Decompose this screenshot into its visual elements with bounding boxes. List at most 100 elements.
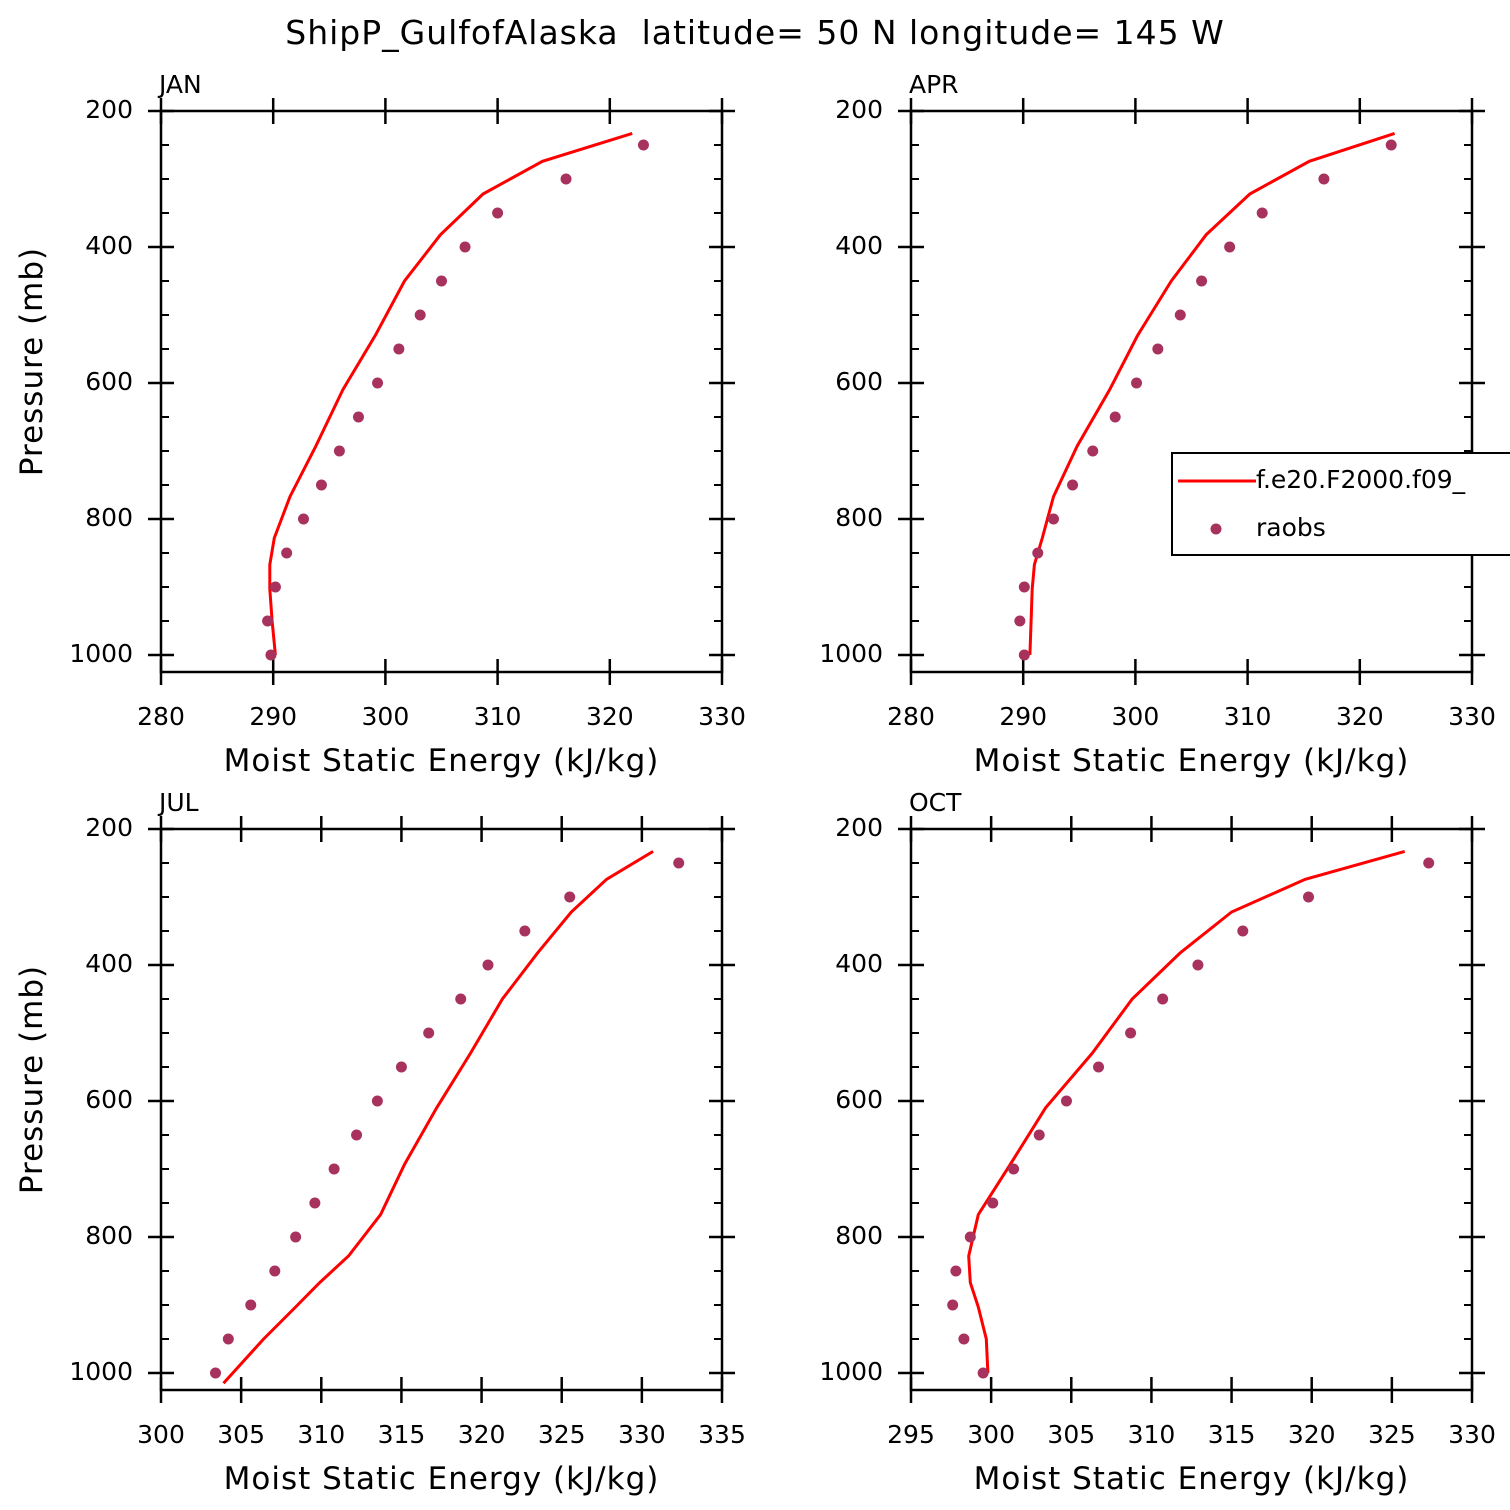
x-tick-label: 315 xyxy=(1208,1420,1256,1449)
obs-point xyxy=(1093,1061,1105,1073)
x-tick-label: 300 xyxy=(137,1420,185,1449)
y-tick-label: 200 xyxy=(835,95,883,124)
obs-point xyxy=(1152,343,1164,355)
obs-point xyxy=(414,309,426,321)
obs-point xyxy=(482,959,494,971)
x-tick-label: 310 xyxy=(1128,1420,1176,1449)
obs-point xyxy=(209,1367,221,1379)
obs-point xyxy=(1018,649,1030,661)
obs-point xyxy=(564,891,576,903)
x-tick-label: 300 xyxy=(967,1420,1015,1449)
obs-point xyxy=(1131,377,1143,389)
x-tick-label: 290 xyxy=(999,702,1047,731)
x-tick-label: 310 xyxy=(1224,702,1272,731)
obs-point xyxy=(269,1265,281,1277)
model-line xyxy=(268,131,633,656)
obs-point xyxy=(519,925,531,937)
x-tick-label: 330 xyxy=(618,1420,666,1449)
obs-point xyxy=(1047,513,1059,525)
y-tick-label: 400 xyxy=(85,231,133,260)
figure-title: ShipP_GulfofAlaska latitude= 50 N longit… xyxy=(285,13,1225,52)
obs-point xyxy=(1018,581,1030,593)
x-tick-label: 330 xyxy=(1448,1420,1496,1449)
obs-point xyxy=(395,1061,407,1073)
obs-point xyxy=(459,241,471,253)
plot-frame xyxy=(909,827,1474,1392)
obs-point xyxy=(393,343,405,355)
y-tick-label: 600 xyxy=(835,1085,883,1114)
y-tick-label: 800 xyxy=(835,503,883,532)
x-axis-label: Moist Static Energy (kJ/kg) xyxy=(224,1461,660,1497)
obs-point xyxy=(1303,891,1315,903)
y-tick-label: 400 xyxy=(835,949,883,978)
x-tick-label: 320 xyxy=(586,702,634,731)
x-tick-label: 330 xyxy=(698,702,746,731)
y-tick-label: 1000 xyxy=(69,639,133,668)
legend-label: raobs xyxy=(1256,513,1326,542)
obs-point xyxy=(351,1129,363,1141)
obs-point xyxy=(372,377,384,389)
legend-box xyxy=(1171,452,1510,556)
x-tick-label: 305 xyxy=(1047,1420,1095,1449)
obs-point xyxy=(1423,857,1435,869)
model-line xyxy=(1028,131,1396,656)
obs-point xyxy=(265,649,277,661)
y-tick-label: 800 xyxy=(85,1221,133,1250)
obs-point xyxy=(352,411,364,423)
obs-point xyxy=(1067,479,1079,491)
panel: JUL 200 400 600 800 1000 300 305 310 315 320 325 330… xyxy=(14,788,746,1497)
panel: OCT 200 400 600 800 1000 295 300 305 310 315 320 325… xyxy=(819,788,1495,1497)
legend-dot xyxy=(1210,523,1222,535)
panel: APR 200 400 600 800 1000 280 290 300 310 320 330 Moi… xyxy=(819,70,1510,779)
obs-point xyxy=(958,1333,970,1345)
plot-frame xyxy=(909,109,1474,674)
obs-point xyxy=(673,857,685,869)
obs-point xyxy=(977,1367,989,1379)
obs-point xyxy=(1192,959,1204,971)
obs-point xyxy=(290,1231,302,1243)
y-tick-label: 800 xyxy=(835,1221,883,1250)
plot-frame xyxy=(159,827,724,1392)
x-tick-label: 325 xyxy=(1368,1420,1416,1449)
obs-point xyxy=(315,479,327,491)
y-tick-label: 600 xyxy=(85,367,133,396)
x-tick-label: 315 xyxy=(378,1420,426,1449)
obs-point xyxy=(964,1231,976,1243)
y-tick-label: 200 xyxy=(85,813,133,842)
y-tick-label: 200 xyxy=(85,95,133,124)
y-tick-label: 200 xyxy=(835,813,883,842)
obs-point xyxy=(455,993,467,1005)
obs-point xyxy=(281,547,293,559)
obs-point xyxy=(637,139,649,151)
y-tick-label: 1000 xyxy=(69,1357,133,1386)
y-tick-label: 600 xyxy=(85,1085,133,1114)
panel: JAN 200 400 600 800 1000 280 290 300 310 320 330 Moi… xyxy=(14,70,746,779)
panel-title: OCT xyxy=(909,788,962,817)
x-tick-label: 310 xyxy=(297,1420,345,1449)
obs-point xyxy=(297,513,309,525)
model-line xyxy=(222,850,654,1385)
obs-point xyxy=(1385,139,1397,151)
legend-label: f.e20.F2000.f09_ xyxy=(1256,465,1466,494)
obs-point xyxy=(1033,1129,1045,1141)
model-line xyxy=(967,849,1406,1374)
obs-point xyxy=(1125,1027,1137,1039)
y-tick-label: 800 xyxy=(85,503,133,532)
x-axis-label: Moist Static Energy (kJ/kg) xyxy=(974,743,1410,779)
obs-point xyxy=(1174,309,1186,321)
x-tick-label: 320 xyxy=(458,1420,506,1449)
obs-point xyxy=(262,615,274,627)
obs-point xyxy=(1032,547,1044,559)
obs-point xyxy=(1109,411,1121,423)
obs-point xyxy=(1256,207,1268,219)
y-tick-label: 1000 xyxy=(819,639,883,668)
x-axis-label: Moist Static Energy (kJ/kg) xyxy=(974,1461,1410,1497)
y-axis-label: Pressure (mb) xyxy=(14,965,50,1194)
obs-point xyxy=(423,1027,435,1039)
x-tick-label: 280 xyxy=(887,702,935,731)
obs-point xyxy=(987,1197,999,1209)
x-tick-label: 320 xyxy=(1336,702,1384,731)
x-tick-label: 300 xyxy=(362,702,410,731)
obs-point xyxy=(1060,1095,1072,1107)
